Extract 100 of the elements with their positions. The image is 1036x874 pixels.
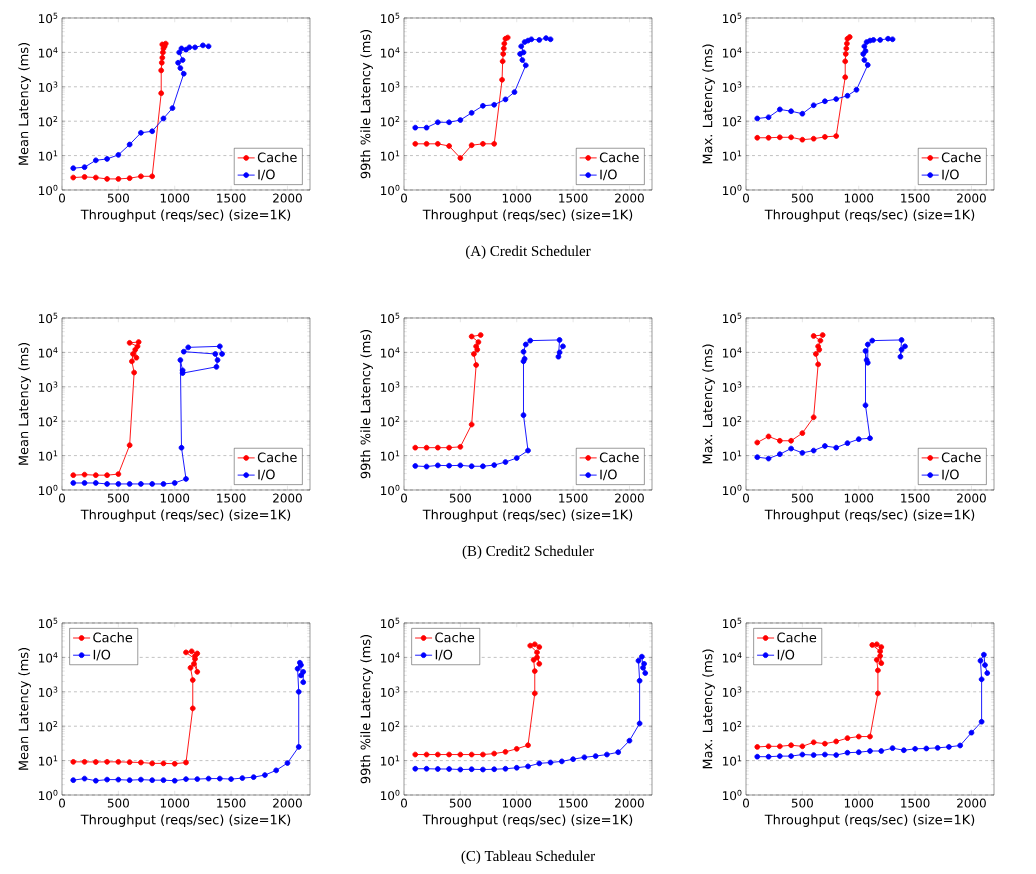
legend-label: Cache	[599, 152, 639, 163]
text: (C) Tableau Scheduler	[461, 850, 595, 865]
legend-label: Cache	[941, 152, 981, 163]
legend-label: I/O	[942, 469, 959, 481]
y-tick-label: 10$^{1}$	[39, 450, 58, 461]
x-tick-label: 500	[107, 493, 129, 503]
y-tick-label: 10$^{0}$	[39, 184, 58, 196]
y-tick-label: 10$^{5}$	[723, 617, 742, 629]
y-tick-label: 10$^{1}$	[723, 755, 742, 766]
y-tick-label: 10$^{2}$	[723, 415, 742, 427]
y-tick-label: 10$^{4}$	[39, 347, 58, 358]
legend-label: I/O	[435, 649, 453, 661]
x-tick-label: 0	[400, 193, 408, 203]
x-tick-label: 500	[107, 193, 129, 203]
x-tick-label: 500	[791, 493, 813, 503]
x-tick-label: 1000	[844, 798, 874, 808]
y-tick-label: 10$^{1}$	[723, 450, 742, 461]
x-axis-title: Throughput (reqs/sec) (size=1K)	[764, 509, 975, 522]
legend-label: Cache	[93, 632, 133, 643]
legend-label: Cache	[435, 632, 475, 643]
y-tick-label: 10$^{0}$	[39, 484, 58, 496]
x-axis-title: Throughput (reqs/sec) (size=1K)	[80, 509, 291, 522]
x-tick-label: 1000	[844, 193, 874, 203]
y-tick-label: 10$^{4}$	[39, 652, 58, 663]
y-tick-label: 10$^{1}$	[39, 150, 58, 161]
x-tick-label: 1000	[502, 193, 532, 203]
x-tick-label: 2000	[957, 493, 986, 503]
x-tick-label: 2000	[273, 193, 302, 203]
x-axis-title: Throughput (reqs/sec) (size=1K)	[422, 814, 633, 827]
text: (A) Credit Scheduler	[466, 245, 591, 260]
y-tick-label: 10$^{5}$	[723, 312, 742, 324]
y-tick-label: 10$^{3}$	[723, 686, 742, 698]
x-axis-title: Throughput (reqs/sec) (size=1K)	[422, 209, 633, 222]
x-tick-label: 1500	[901, 493, 930, 503]
x-tick-label: 1000	[502, 798, 532, 808]
x-tick-label: 1500	[559, 493, 588, 503]
y-axis-title: 99th %ile Latency (ms)	[360, 635, 373, 784]
y-tick-label: 10$^{5}$	[381, 617, 400, 629]
y-tick-label: 10$^{3}$	[381, 686, 400, 698]
x-tick-label: 0	[742, 493, 750, 503]
y-tick-label: 10$^{2}$	[723, 720, 742, 732]
x-tick-label: 500	[107, 798, 129, 808]
y-tick-label: 10$^{3}$	[381, 81, 400, 93]
y-tick-label: 10$^{2}$	[381, 115, 400, 127]
y-tick-label: 10$^{3}$	[39, 381, 58, 393]
legend-label: Cache	[599, 452, 639, 463]
y-axis-title: Max. Latency (ms)	[702, 649, 715, 769]
legend-label: I/O	[93, 649, 111, 661]
x-tick-label: 1500	[901, 193, 930, 203]
x-tick-label: 1500	[217, 798, 246, 808]
y-tick-label: 10$^{0}$	[381, 184, 400, 196]
y-tick-label: 10$^{2}$	[381, 415, 400, 427]
y-tick-label: 10$^{2}$	[39, 115, 58, 127]
y-axis-title: Mean Latency (ms)	[18, 648, 31, 770]
x-tick-label: 1500	[559, 193, 588, 203]
x-tick-label: 2000	[273, 493, 302, 503]
y-tick-label: 10$^{4}$	[381, 652, 400, 663]
legend-label: I/O	[777, 649, 795, 661]
x-tick-label: 500	[791, 193, 813, 203]
y-axis-title: Max. Latency (ms)	[702, 344, 715, 464]
legend-label: I/O	[600, 469, 617, 481]
y-tick-label: 10$^{3}$	[723, 381, 742, 393]
y-tick-label: 10$^{5}$	[723, 12, 742, 24]
legend-label: Cache	[941, 452, 981, 463]
x-tick-label: 2000	[957, 798, 986, 808]
x-tick-label: 1000	[160, 493, 190, 503]
text: (B) Credit2 Scheduler	[462, 545, 594, 560]
x-axis-title: Throughput (reqs/sec) (size=1K)	[764, 209, 975, 222]
y-tick-label: 10$^{2}$	[381, 720, 400, 732]
y-tick-label: 10$^{3}$	[723, 81, 742, 93]
legend-label: I/O	[258, 169, 275, 181]
x-axis-title: Throughput (reqs/sec) (size=1K)	[764, 814, 975, 827]
y-tick-label: 10$^{0}$	[723, 789, 742, 801]
x-axis-title: Throughput (reqs/sec) (size=1K)	[422, 509, 633, 522]
y-tick-label: 10$^{4}$	[381, 47, 400, 58]
y-tick-label: 10$^{1}$	[723, 150, 742, 161]
y-tick-label: 10$^{2}$	[39, 415, 58, 427]
y-tick-label: 10$^{5}$	[39, 12, 58, 24]
y-tick-label: 10$^{1}$	[39, 755, 58, 766]
y-axis-title: Mean Latency (ms)	[18, 43, 31, 165]
x-tick-label: 1500	[217, 193, 246, 203]
y-tick-label: 10$^{2}$	[723, 115, 742, 127]
y-tick-label: 10$^{3}$	[39, 686, 58, 698]
y-axis-title: 99th %ile Latency (ms)	[360, 330, 373, 479]
y-tick-label: 10$^{1}$	[381, 450, 400, 461]
legend-label: Cache	[257, 152, 297, 163]
x-tick-label: 0	[742, 193, 750, 203]
x-tick-label: 500	[449, 493, 471, 503]
y-tick-label: 10$^{5}$	[381, 312, 400, 324]
y-tick-label: 10$^{0}$	[39, 789, 58, 801]
y-axis-title: Max. Latency (ms)	[702, 44, 715, 164]
y-tick-label: 10$^{4}$	[381, 347, 400, 358]
x-tick-label: 2000	[273, 798, 302, 808]
x-tick-label: 1000	[160, 193, 190, 203]
legend-label: I/O	[258, 469, 275, 481]
x-tick-label: 0	[742, 798, 750, 808]
x-tick-label: 2000	[615, 193, 644, 203]
x-tick-label: 1000	[502, 493, 532, 503]
y-tick-label: 10$^{0}$	[381, 789, 400, 801]
y-tick-label: 10$^{0}$	[723, 184, 742, 196]
